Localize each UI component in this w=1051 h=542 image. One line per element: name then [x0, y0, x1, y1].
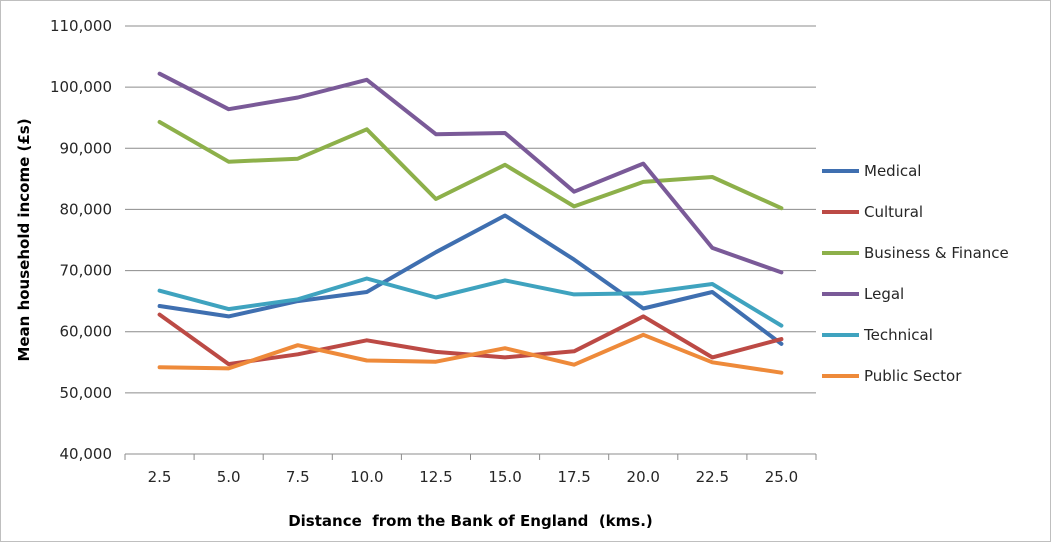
x-tick-label: 15.0	[488, 468, 521, 486]
y-tick-label: 80,000	[60, 200, 113, 218]
x-tick-label: 2.5	[148, 468, 172, 486]
y-tick-label: 60,000	[60, 323, 113, 341]
x-tick-label: 22.5	[696, 468, 729, 486]
y-tick-label: 100,000	[50, 78, 112, 96]
series-line	[157, 120, 784, 211]
series-line	[157, 71, 784, 275]
x-axis-title: Distance from the Bank of England (kms.)	[288, 512, 653, 530]
x-tick-label: 12.5	[419, 468, 452, 486]
x-tick-label: 20.0	[627, 468, 660, 486]
x-tick-label: 17.5	[557, 468, 590, 486]
x-tick-label: 25.0	[765, 468, 798, 486]
legend: Medical Cultural Business & Finance Legal Te…	[822, 162, 1009, 385]
y-tick-label: 90,000	[60, 139, 113, 157]
legend-item-label: Legal	[864, 285, 904, 303]
series-line	[157, 332, 784, 375]
series-line	[157, 213, 784, 346]
x-tick-label: 5.0	[217, 468, 241, 486]
y-axis-tick-labels: 40,000 50,000 60,000 70,000 80,000 90,000 100,…	[50, 17, 112, 463]
series-line	[157, 276, 784, 328]
y-tick-label: 50,000	[60, 384, 113, 402]
y-axis-title: Mean household income (£s)	[15, 118, 33, 361]
gridlines	[125, 25, 816, 394]
x-tick-label: 7.5	[286, 468, 310, 486]
legend-item-label: Business & Finance	[864, 244, 1009, 262]
legend-item-label: Technical	[863, 326, 933, 344]
y-tick-label: 110,000	[50, 17, 112, 35]
y-tick-label: 70,000	[60, 262, 113, 280]
x-axis-tick-labels: 2.5 5.0 7.5 10.0 12.5 15.0 17.5 20.0 22.5 25.0	[148, 468, 799, 486]
x-tick-label: 10.0	[350, 468, 383, 486]
x-axis	[124, 453, 817, 460]
legend-item-label: Cultural	[864, 203, 923, 221]
legend-item-label: Public Sector	[864, 367, 962, 385]
legend-item-label: Medical	[864, 162, 921, 180]
y-tick-label: 40,000	[60, 445, 113, 463]
series-lines	[157, 71, 784, 375]
